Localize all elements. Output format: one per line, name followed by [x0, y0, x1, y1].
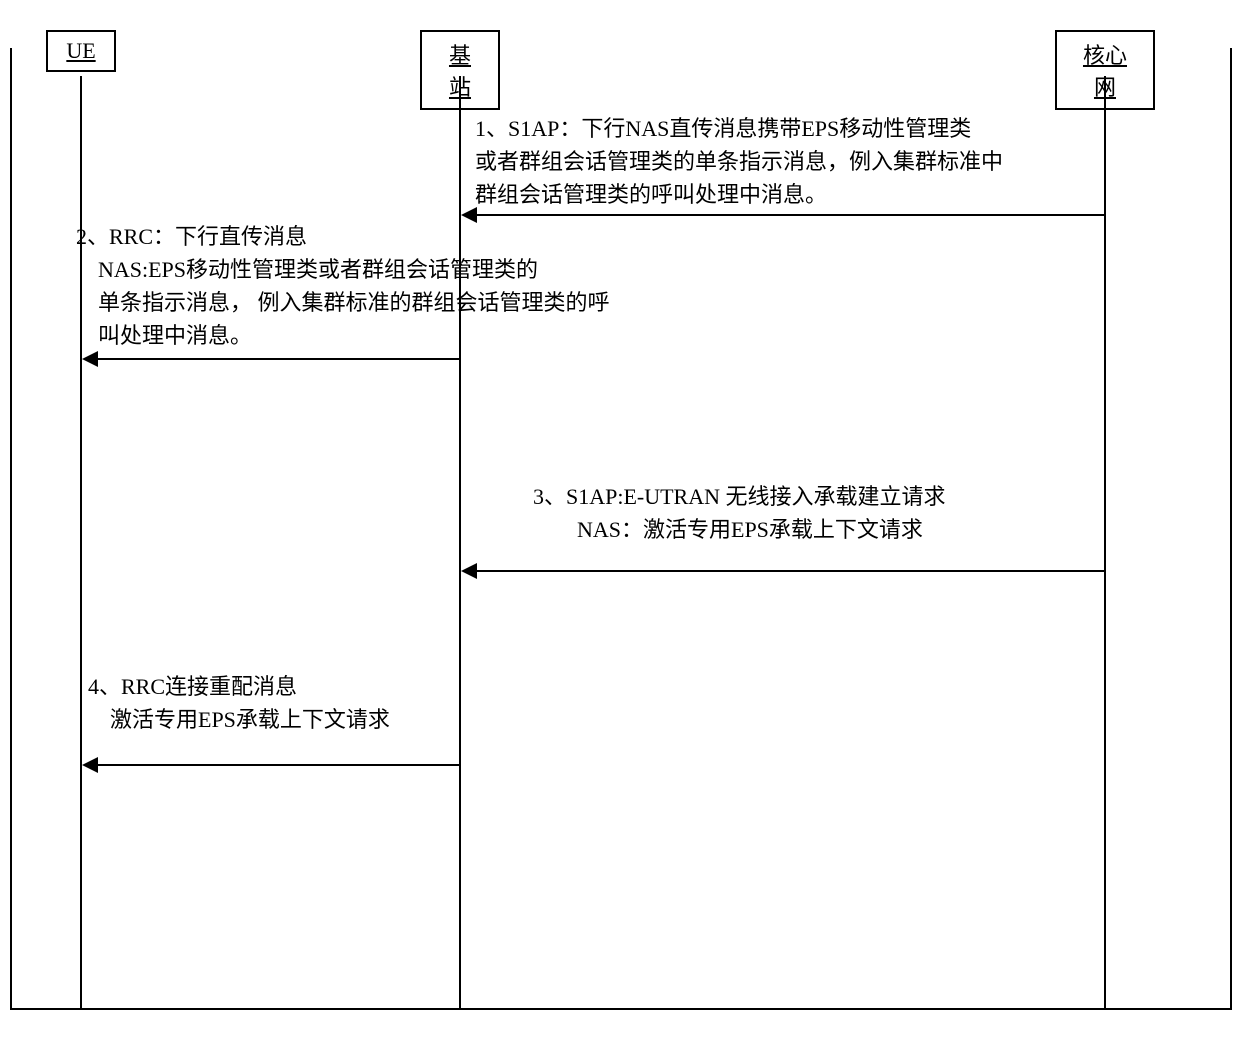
message-1-line-2: 或者群组会话管理类的单条指示消息，例入集群标准中: [475, 145, 1165, 178]
message-4-arrow: [96, 764, 459, 766]
message-1-line-1: 1、S1AP：下行NAS直传消息携带EPS移动性管理类: [475, 112, 1165, 145]
message-1-arrow: [476, 214, 1104, 216]
message-2-text: 2、RRC：下行直传消息 NAS:EPS移动性管理类或者群组会话管理类的 单条指…: [76, 220, 636, 352]
message-3-line-2: NAS：激活专用EPS承载上下文请求: [533, 513, 1093, 546]
message-3-arrowhead: [461, 563, 477, 579]
message-3-arrow: [476, 570, 1104, 572]
message-2-line-2: NAS:EPS移动性管理类或者群组会话管理类的: [76, 253, 636, 286]
message-4-line-1: 4、RRC连接重配消息: [88, 670, 488, 703]
message-1-text: 1、S1AP：下行NAS直传消息携带EPS移动性管理类 或者群组会话管理类的单条…: [475, 112, 1165, 211]
message-1-line-3: 群组会话管理类的呼叫处理中消息。: [475, 178, 1165, 211]
message-2-line-4: 叫处理中消息。: [76, 319, 636, 352]
message-3-line-1: 3、S1AP:E-UTRAN 无线接入承载建立请求: [533, 480, 1093, 513]
message-4-arrowhead: [82, 757, 98, 773]
message-2-line-1: 2、RRC：下行直传消息: [76, 220, 636, 253]
message-2-arrow: [96, 358, 459, 360]
message-4-text: 4、RRC连接重配消息 激活专用EPS承载上下文请求: [88, 670, 488, 736]
message-3-text: 3、S1AP:E-UTRAN 无线接入承载建立请求 NAS：激活专用EPS承载上…: [533, 480, 1093, 546]
message-4-line-2: 激活专用EPS承载上下文请求: [88, 703, 488, 736]
message-2-arrowhead: [82, 351, 98, 367]
message-2-line-3: 单条指示消息， 例入集群标准的群组会话管理类的呼: [76, 286, 636, 319]
